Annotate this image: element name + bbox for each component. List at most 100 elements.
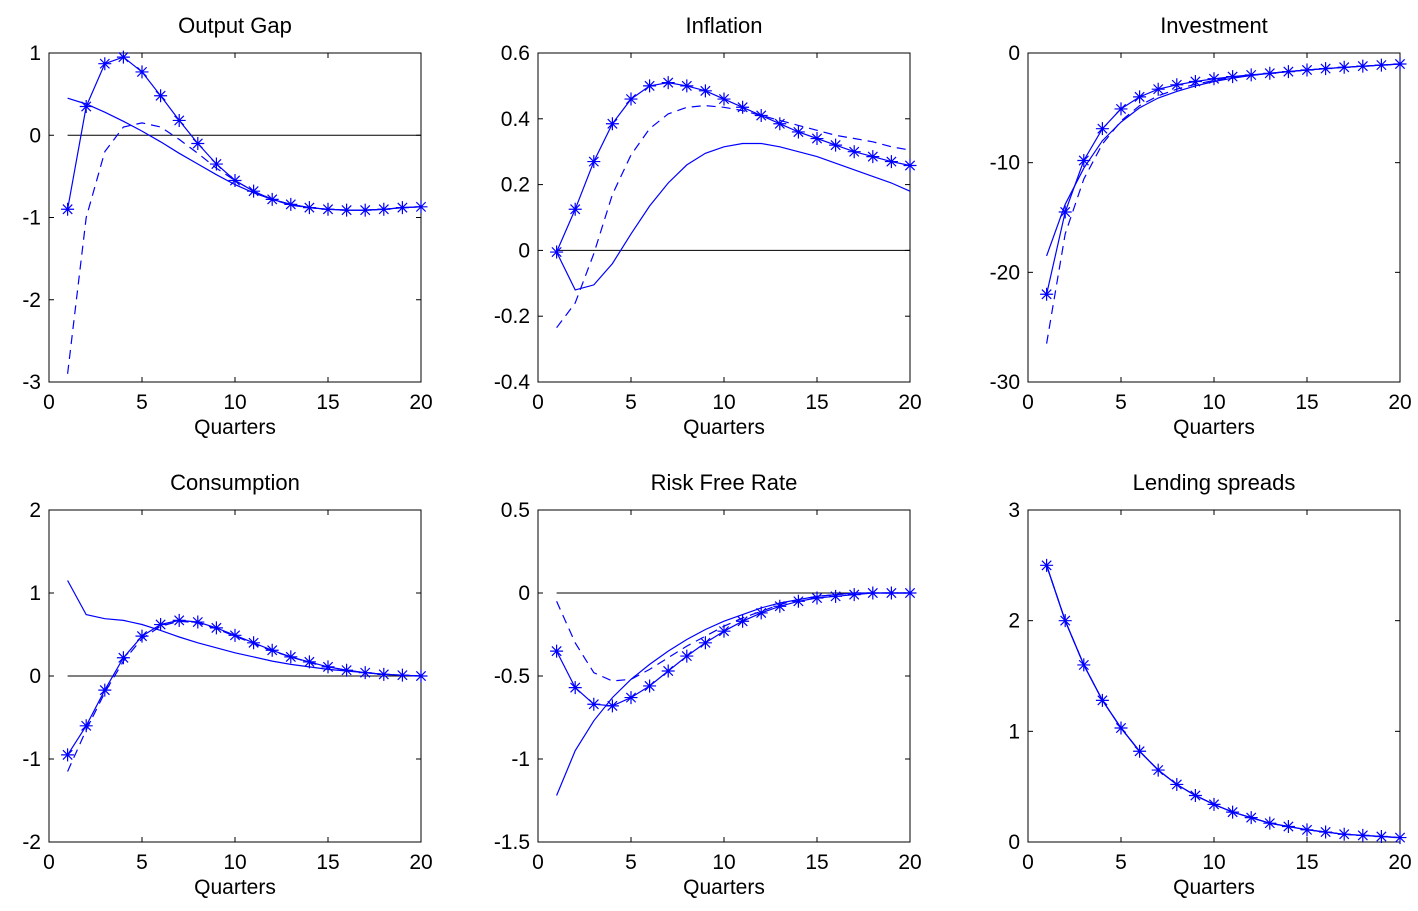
x-axis-label: Quarters — [683, 876, 765, 899]
subplot-title: Consumption — [170, 470, 300, 495]
x-tick-label: 5 — [625, 851, 637, 874]
star-marker — [172, 613, 186, 627]
subplot-5: Lending spreads 0 5 10 15 20 0 1 2 3 Quarters — [1008, 470, 1411, 899]
star-marker — [302, 655, 316, 669]
axes-frame — [48, 52, 422, 383]
x-tick-label: 10 — [712, 391, 735, 414]
series-line-solid-star — [556, 81, 911, 253]
y-tick-label: 1 — [29, 42, 41, 65]
star-marker — [717, 624, 731, 638]
subplot-3: Consumption 0 5 10 15 20 -2 -1 0 1 2 Quarters — [22, 470, 432, 899]
star-marker — [624, 691, 638, 705]
star-marker — [1058, 205, 1072, 219]
star-marker — [1040, 287, 1054, 301]
star-marker — [265, 643, 279, 657]
series-line-solid — [1046, 63, 1401, 257]
star-marker — [209, 157, 223, 171]
star-marker — [773, 117, 787, 131]
x-axis-label: Quarters — [1173, 876, 1255, 899]
star-marker — [605, 699, 619, 713]
x-tick-label: 15 — [316, 851, 339, 874]
x-tick-label: 10 — [712, 851, 735, 874]
x-tick-label: 0 — [532, 391, 544, 414]
star-marker — [1170, 78, 1184, 92]
series-line-dashed — [67, 122, 422, 374]
series-line-solid — [556, 592, 910, 796]
series-line-dashed — [1046, 63, 1401, 344]
subplot-title: Output Gap — [178, 13, 292, 38]
star-marker — [1207, 72, 1221, 86]
series-line-solid-star — [67, 56, 422, 211]
star-marker — [209, 621, 223, 635]
y-tick-label: 0.5 — [501, 499, 530, 522]
y-tick-label: -0.2 — [494, 305, 530, 328]
star-marker — [698, 636, 712, 650]
y-tick-label: 0 — [1008, 831, 1020, 854]
star-marker — [79, 719, 93, 733]
star-marker — [1077, 153, 1091, 167]
y-tick-label: -3 — [22, 371, 41, 394]
x-axis-label: Quarters — [683, 416, 765, 439]
star-marker — [847, 145, 861, 159]
series-line-dashed — [67, 620, 422, 772]
star-marker — [247, 636, 261, 650]
star-marker — [773, 599, 787, 613]
x-tick-label: 20 — [409, 851, 432, 874]
x-tick-label: 0 — [1022, 391, 1034, 414]
star-marker — [116, 50, 130, 64]
x-tick-label: 0 — [43, 851, 55, 874]
star-marker — [568, 681, 582, 695]
star-marker — [135, 65, 149, 79]
series-line-solid — [67, 580, 422, 677]
y-tick-label: 0 — [518, 582, 530, 605]
star-marker — [754, 606, 768, 620]
star-marker — [98, 57, 112, 71]
x-axis-label: Quarters — [194, 876, 276, 899]
y-tick-label: -1.5 — [494, 831, 530, 854]
star-marker — [191, 615, 205, 629]
subplot-title: Investment — [1160, 13, 1268, 38]
series-line-solid-star — [556, 592, 910, 707]
star-marker — [587, 697, 601, 711]
y-tick-label: 3 — [1008, 499, 1020, 522]
x-tick-label: 0 — [532, 851, 544, 874]
x-tick-label: 15 — [805, 391, 828, 414]
subplot-4: Risk Free Rate 0 5 10 15 20 -1.5 -1 -0.5 0 0.5 Quar… — [494, 470, 922, 899]
subplot-title: Risk Free Rate — [651, 470, 798, 495]
y-tick-label: 0.2 — [501, 174, 530, 197]
star-marker — [154, 89, 168, 103]
series-line-solid-star — [1046, 565, 1401, 839]
y-tick-label: 2 — [1008, 610, 1020, 633]
subplot-2: Investment 0 5 10 15 20 -30 -20 -10 0 Quarters — [990, 13, 1412, 439]
series-line-solid-star — [1046, 63, 1401, 295]
y-tick-label: 1 — [1008, 720, 1020, 743]
axes-frame — [1027, 509, 1401, 843]
x-tick-label: 0 — [43, 391, 55, 414]
y-tick-label: 1 — [29, 582, 41, 605]
star-marker — [79, 99, 93, 113]
star-marker — [810, 591, 824, 605]
star-marker — [791, 125, 805, 139]
y-tick-label: 0.6 — [501, 42, 530, 65]
series-line-solid — [1046, 565, 1401, 839]
series-line-solid — [556, 142, 911, 291]
star-marker — [829, 589, 843, 603]
star-marker — [903, 159, 917, 173]
star-marker — [116, 651, 130, 665]
y-tick-label: -0.5 — [494, 665, 530, 688]
star-marker — [1188, 75, 1202, 89]
star-marker — [191, 136, 205, 150]
star-marker — [698, 84, 712, 98]
y-tick-label: -30 — [990, 371, 1020, 394]
x-tick-label: 15 — [805, 851, 828, 874]
x-tick-label: 20 — [898, 391, 921, 414]
star-marker — [172, 113, 186, 127]
x-tick-label: 5 — [136, 851, 148, 874]
series-line-dashed — [1046, 565, 1401, 839]
star-marker — [1133, 90, 1147, 104]
star-marker — [154, 618, 168, 632]
subplot-title: Inflation — [685, 13, 762, 38]
subplot-title: Lending spreads — [1133, 470, 1296, 495]
y-tick-label: 0.4 — [501, 108, 531, 131]
